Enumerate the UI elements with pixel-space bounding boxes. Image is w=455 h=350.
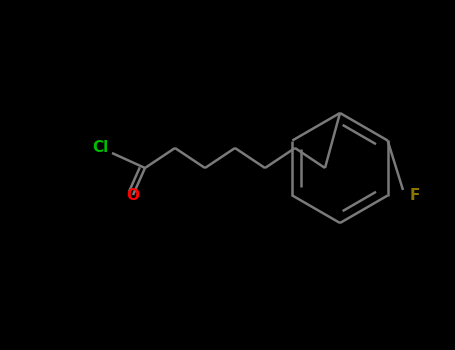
Text: O: O [126,188,140,203]
Text: F: F [410,188,420,203]
Text: Cl: Cl [92,140,108,155]
